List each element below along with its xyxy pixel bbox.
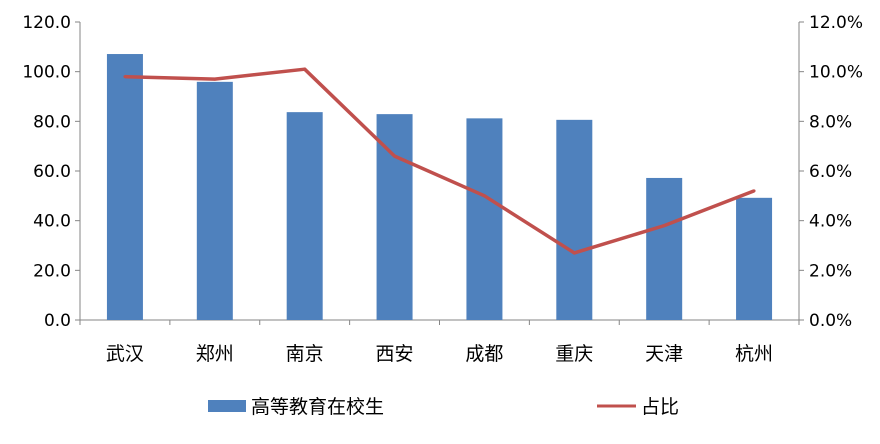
bar bbox=[196, 81, 233, 321]
category-label: 天津 bbox=[645, 343, 683, 365]
bar bbox=[376, 114, 413, 320]
category-label: 重庆 bbox=[555, 343, 593, 365]
legend: 高等教育在校生 占比 bbox=[208, 396, 679, 418]
left-tick-label: 0.0 bbox=[44, 311, 71, 331]
right-tick-label: 6.0% bbox=[809, 162, 852, 182]
line-series bbox=[123, 67, 756, 255]
bar bbox=[646, 177, 683, 320]
line-point bbox=[393, 154, 397, 158]
category-labels: 武汉 郑州 南京 西安 成都 重庆 天津 杭州 bbox=[106, 343, 773, 365]
left-tick-label: 100.0 bbox=[22, 63, 71, 83]
category-label: 郑州 bbox=[196, 343, 234, 365]
line-point bbox=[123, 75, 127, 79]
category-label: 西安 bbox=[376, 343, 414, 365]
bar bbox=[556, 119, 593, 321]
left-tick-label: 60.0 bbox=[33, 162, 71, 182]
bar-series bbox=[106, 54, 773, 321]
left-tick-label: 80.0 bbox=[33, 112, 71, 132]
right-tick-label: 10.0% bbox=[809, 63, 863, 83]
left-tick-label: 20.0 bbox=[33, 261, 71, 281]
category-label: 成都 bbox=[465, 343, 503, 365]
x-axis-ticks bbox=[79, 320, 800, 325]
bar bbox=[106, 54, 143, 320]
line-point bbox=[213, 77, 217, 81]
right-tick-label: 12.0% bbox=[809, 13, 863, 33]
line-point bbox=[572, 251, 576, 255]
line-path bbox=[124, 67, 755, 255]
right-tick-label: 4.0% bbox=[809, 212, 852, 232]
bar bbox=[286, 112, 323, 321]
bar bbox=[466, 118, 503, 320]
bar bbox=[736, 197, 773, 320]
right-axis-ticks: 0.0% 2.0% 4.0% 6.0% 8.0% 10.0% 12.0% bbox=[799, 13, 863, 331]
category-label: 南京 bbox=[286, 343, 324, 365]
category-label: 武汉 bbox=[106, 343, 144, 365]
left-tick-label: 120.0 bbox=[22, 13, 71, 33]
line-point bbox=[482, 194, 486, 198]
legend-label-bar: 高等教育在校生 bbox=[251, 396, 384, 418]
left-tick-label: 40.0 bbox=[33, 212, 71, 232]
right-tick-label: 0.0% bbox=[809, 311, 852, 331]
legend-label-line: 占比 bbox=[641, 396, 679, 418]
line-point bbox=[303, 67, 307, 71]
line-point bbox=[752, 189, 756, 193]
left-axis-ticks: 0.0 20.0 40.0 60.0 80.0 100.0 120.0 bbox=[22, 13, 80, 331]
legend-swatch-bar bbox=[208, 400, 246, 412]
right-tick-label: 8.0% bbox=[809, 112, 852, 132]
line-point bbox=[662, 224, 666, 228]
right-tick-label: 2.0% bbox=[809, 261, 852, 281]
category-label: 杭州 bbox=[735, 343, 773, 365]
